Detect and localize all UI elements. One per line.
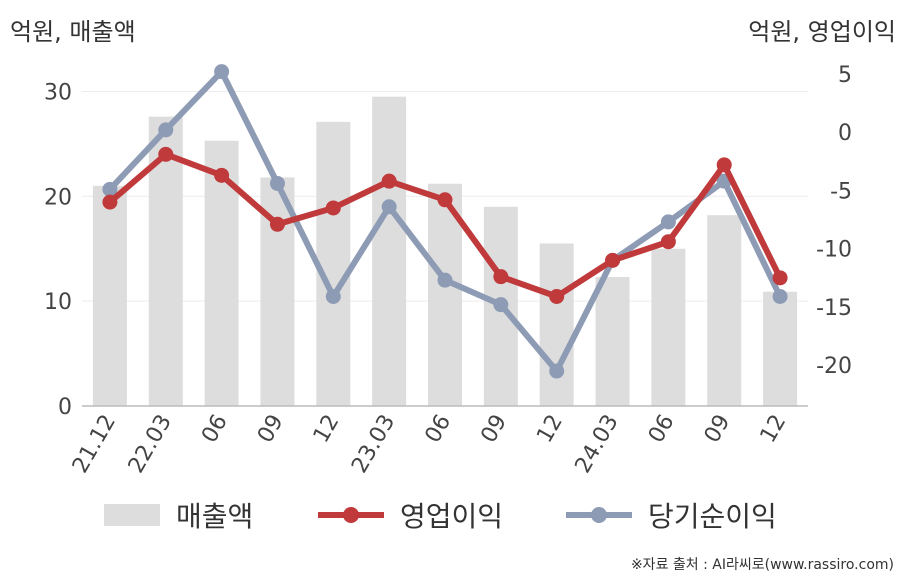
net-income-point (493, 297, 509, 313)
legend-item-operating-profit: 영업이익 (318, 490, 503, 540)
operating-profit-point (381, 173, 397, 189)
revenue-bar (595, 277, 630, 406)
x-tick-label: 12 (309, 411, 345, 448)
net-income-point (381, 199, 397, 215)
right-tick-label: 0 (838, 121, 852, 146)
revenue-bar (707, 215, 742, 406)
right-tick-label: 5 (838, 63, 852, 88)
legend-swatch-operating-profit (318, 504, 384, 526)
net-income-point (437, 272, 453, 288)
legend-swatch-net-income (566, 504, 632, 526)
operating-profit-point (716, 157, 732, 173)
x-tick-label: 06 (421, 411, 457, 448)
operating-profit-point (493, 269, 509, 285)
net-income-point (214, 64, 230, 80)
operating-profit-point (549, 288, 565, 304)
x-tick-label: 23.03 (347, 411, 400, 478)
right-tick-label: -15 (816, 296, 852, 321)
x-tick-label: 09 (700, 411, 736, 448)
revenue-bar (316, 121, 351, 407)
legend-label-operating-profit: 영업이익 (400, 500, 504, 533)
right-tick-label: -5 (830, 179, 852, 204)
x-tick-label: 22.03 (124, 411, 177, 478)
legend-item-net-income: 당기순이익 (566, 490, 777, 540)
left-tick-label: 0 (58, 395, 72, 420)
legend-item-revenue: 매출액 (104, 490, 253, 540)
revenue-bar (372, 96, 407, 407)
x-tick-label: 12 (756, 411, 792, 448)
x-tick-label: 09 (253, 411, 289, 448)
operating-profit-point (437, 192, 453, 208)
revenue-bar (539, 243, 574, 406)
x-tick-label: 24.03 (571, 411, 624, 478)
x-tick-label: 21.12 (68, 411, 121, 478)
legend-label-net-income: 당기순이익 (648, 500, 777, 533)
net-income-point (158, 122, 174, 138)
left-axis-unit-label: 억원, 매출액 (10, 18, 136, 46)
right-tick-label: -10 (816, 238, 852, 263)
left-tick-label: 10 (44, 290, 72, 315)
legend: 매출액 영업이익 당기순이익 (0, 490, 908, 540)
net-income-point (549, 363, 565, 379)
revenue-bar (763, 291, 798, 406)
net-income-point (102, 181, 118, 197)
right-axis-unit-label: 억원, 영업이익 (748, 18, 896, 46)
operating-profit-point (325, 200, 341, 216)
right-tick-label: -20 (816, 354, 852, 379)
operating-profit-point (214, 167, 230, 183)
operating-profit-point (158, 146, 174, 162)
operating-profit-point (102, 194, 118, 210)
operating-profit-point (269, 216, 285, 232)
operating-profit-point (605, 252, 621, 268)
left-tick-label: 30 (44, 80, 72, 105)
revenue-bar (651, 248, 686, 406)
x-tick-label: 06 (644, 411, 680, 448)
left-tick-label: 20 (44, 185, 72, 210)
net-income-point (325, 288, 341, 304)
legend-swatch-revenue (104, 504, 160, 526)
x-tick-label: 12 (532, 411, 568, 448)
revenue-bar (428, 183, 462, 406)
net-income-point (772, 288, 788, 304)
operating-profit-point (660, 234, 676, 250)
revenue-bar (92, 185, 127, 406)
x-tick-label: 06 (197, 411, 233, 448)
net-income-point (269, 175, 285, 191)
x-tick-label: 09 (476, 411, 512, 448)
legend-label-revenue: 매출액 (176, 500, 254, 533)
operating-profit-point (772, 270, 788, 286)
source-note: ※자료 출처 : AI라씨로(www.rassiro.com) (630, 557, 894, 573)
net-income-point (660, 214, 676, 230)
